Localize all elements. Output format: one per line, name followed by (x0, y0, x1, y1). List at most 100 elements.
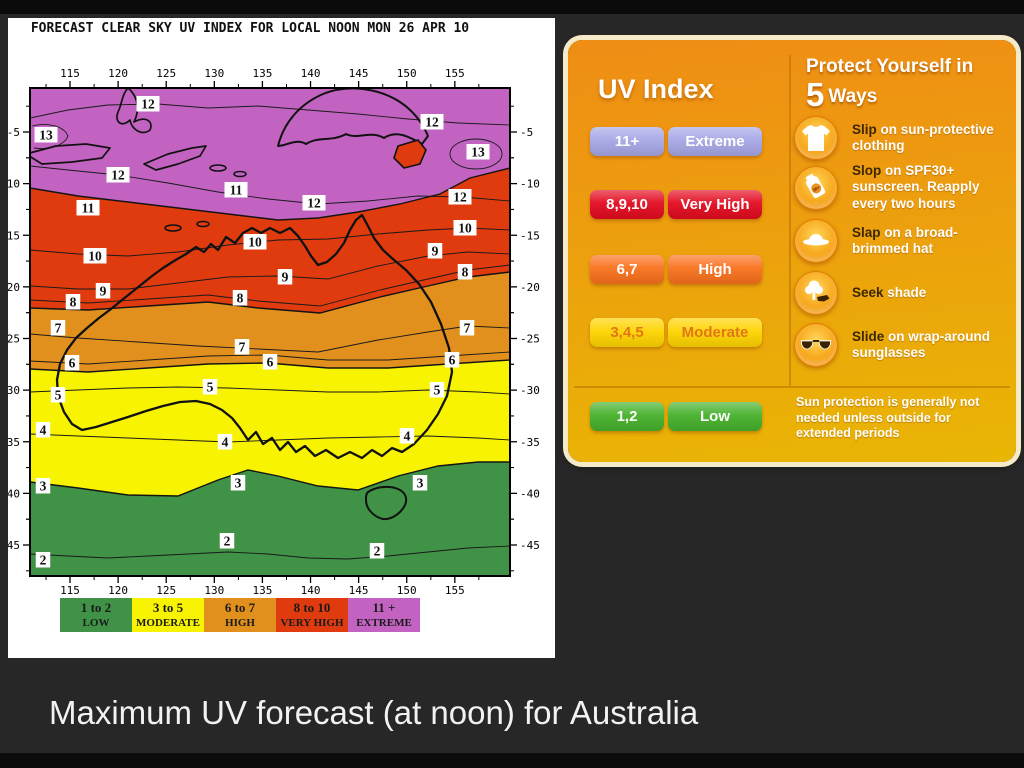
svg-text:-30: -30 (8, 384, 20, 397)
protect-heading-line1: Protect Yourself in (806, 56, 974, 77)
svg-text:8: 8 (237, 291, 244, 306)
svg-text:130: 130 (204, 67, 224, 80)
protect-tip-lead-word: Seek (852, 285, 884, 300)
svg-text:7: 7 (239, 340, 246, 355)
protect-tip-slide: Slide on wrap-around sunglasses (852, 329, 1014, 362)
svg-text:-35: -35 (8, 436, 20, 449)
svg-text:-20: -20 (520, 281, 540, 294)
svg-text:-45: -45 (520, 539, 540, 552)
protect-tip-rest: on SPF30+ sunscreen. Reapply every two h… (852, 163, 980, 211)
sunglasses-icon (794, 323, 838, 367)
svg-text:7: 7 (55, 321, 62, 336)
svg-text:3: 3 (235, 476, 242, 491)
svg-text:11: 11 (230, 183, 243, 198)
protect-heading-word: Ways (828, 86, 878, 107)
svg-text:EXTREME: EXTREME (356, 617, 412, 629)
uv-scale-moderate-label: Moderate (668, 318, 762, 347)
svg-text:10: 10 (458, 221, 472, 236)
svg-text:6: 6 (267, 355, 274, 370)
svg-text:8 to 10: 8 to 10 (294, 600, 331, 615)
svg-text:10: 10 (248, 235, 262, 250)
svg-text:2: 2 (374, 544, 381, 559)
uv-scale-very-high-numbers: 8,9,10 (590, 190, 664, 219)
protect-heading-line2: 5 Ways (806, 76, 973, 114)
svg-text:-30: -30 (520, 384, 540, 397)
svg-text:13: 13 (39, 128, 53, 143)
svg-text:12: 12 (453, 190, 467, 205)
svg-text:2: 2 (224, 534, 231, 549)
svg-text:12: 12 (111, 168, 125, 183)
slide-caption: Maximum UV forecast (at noon) for Austra… (49, 694, 699, 731)
svg-text:4: 4 (404, 429, 411, 444)
svg-text:9: 9 (432, 244, 439, 259)
protect-tip-lead-word: Slip (852, 122, 877, 137)
svg-text:120: 120 (108, 584, 128, 597)
uv-scale-extreme-label: Extreme (668, 127, 762, 156)
svg-text:150: 150 (397, 584, 417, 597)
shirt-icon (794, 116, 838, 160)
svg-text:-10: -10 (8, 178, 20, 191)
svg-text:30+: 30+ (812, 184, 821, 192)
svg-text:13: 13 (471, 145, 485, 160)
uv-scale-low-numbers: 1,2 (590, 402, 664, 431)
svg-text:9: 9 (100, 284, 107, 299)
svg-text:9: 9 (282, 270, 289, 285)
svg-text:125: 125 (156, 584, 176, 597)
hat-icon (794, 219, 838, 263)
top-black-bar (0, 0, 1024, 14)
svg-text:4: 4 (40, 423, 47, 438)
svg-text:1 to 2: 1 to 2 (81, 600, 111, 615)
protect-note: Sun protection is generally not needed u… (796, 395, 980, 441)
svg-text:VERY HIGH: VERY HIGH (280, 617, 344, 629)
uv-scale-high-numbers: 6,7 (590, 255, 664, 284)
svg-text:-15: -15 (520, 229, 540, 242)
protect-tip-slop: Slop on SPF30+ sunscreen. Reapply every … (852, 163, 1014, 212)
uv-card-title: UV Index (598, 74, 714, 104)
svg-text:140: 140 (301, 67, 321, 80)
svg-text:2: 2 (40, 553, 47, 568)
svg-text:145: 145 (349, 584, 369, 597)
svg-text:-45: -45 (8, 539, 20, 552)
protect-heading: Protect Yourself in 5 Ways (806, 56, 973, 114)
protect-tip-seek: Seek shade (852, 285, 1014, 301)
svg-text:120: 120 (108, 67, 128, 80)
svg-text:-20: -20 (8, 281, 20, 294)
svg-text:HIGH: HIGH (225, 617, 255, 629)
svg-text:5: 5 (55, 388, 62, 403)
svg-text:-25: -25 (520, 333, 540, 346)
protect-tip-rest: on a broad-brimmed hat (852, 225, 958, 257)
svg-text:6 to 7: 6 to 7 (225, 600, 256, 615)
svg-text:11 +: 11 + (373, 600, 396, 615)
protect-tip-slap: Slap on a broad-brimmed hat (852, 225, 1014, 258)
svg-text:4: 4 (222, 435, 229, 450)
shade-icon (794, 271, 838, 315)
svg-text:6: 6 (449, 353, 456, 368)
protect-tip-rest: shade (883, 285, 927, 300)
svg-text:MODERATE: MODERATE (136, 617, 200, 629)
svg-text:135: 135 (252, 67, 272, 80)
svg-text:-25: -25 (8, 333, 20, 346)
uv-map-panel: FORECAST CLEAR SKY UV INDEX FOR LOCAL NO… (8, 18, 555, 658)
uv-scale-moderate-numbers: 3,4,5 (590, 318, 664, 347)
svg-text:10: 10 (88, 249, 102, 264)
bottom-black-bar (0, 753, 1024, 768)
svg-text:LOW: LOW (83, 617, 110, 629)
svg-text:12: 12 (307, 196, 321, 211)
uv-scale-extreme-numbers: 11+ (590, 127, 664, 156)
svg-text:150: 150 (397, 67, 417, 80)
card-vertical-divider (789, 55, 791, 386)
protect-tip-lead-word: Slop (852, 163, 882, 178)
svg-text:-10: -10 (520, 178, 540, 191)
svg-text:130: 130 (204, 584, 224, 597)
svg-text:145: 145 (349, 67, 369, 80)
svg-text:135: 135 (252, 584, 272, 597)
protect-tip-slip: Slip on sun-protective clothing (852, 122, 1014, 155)
svg-text:12: 12 (425, 115, 439, 130)
card-horizontal-divider (574, 386, 1010, 388)
svg-text:115: 115 (60, 67, 80, 80)
svg-text:-40: -40 (8, 487, 20, 500)
uv-index-card: UV Index 11+ Extreme 8,9,10 Very High 6,7 Hig… (568, 40, 1016, 462)
svg-text:-40: -40 (520, 487, 540, 500)
svg-text:-15: -15 (8, 229, 20, 242)
